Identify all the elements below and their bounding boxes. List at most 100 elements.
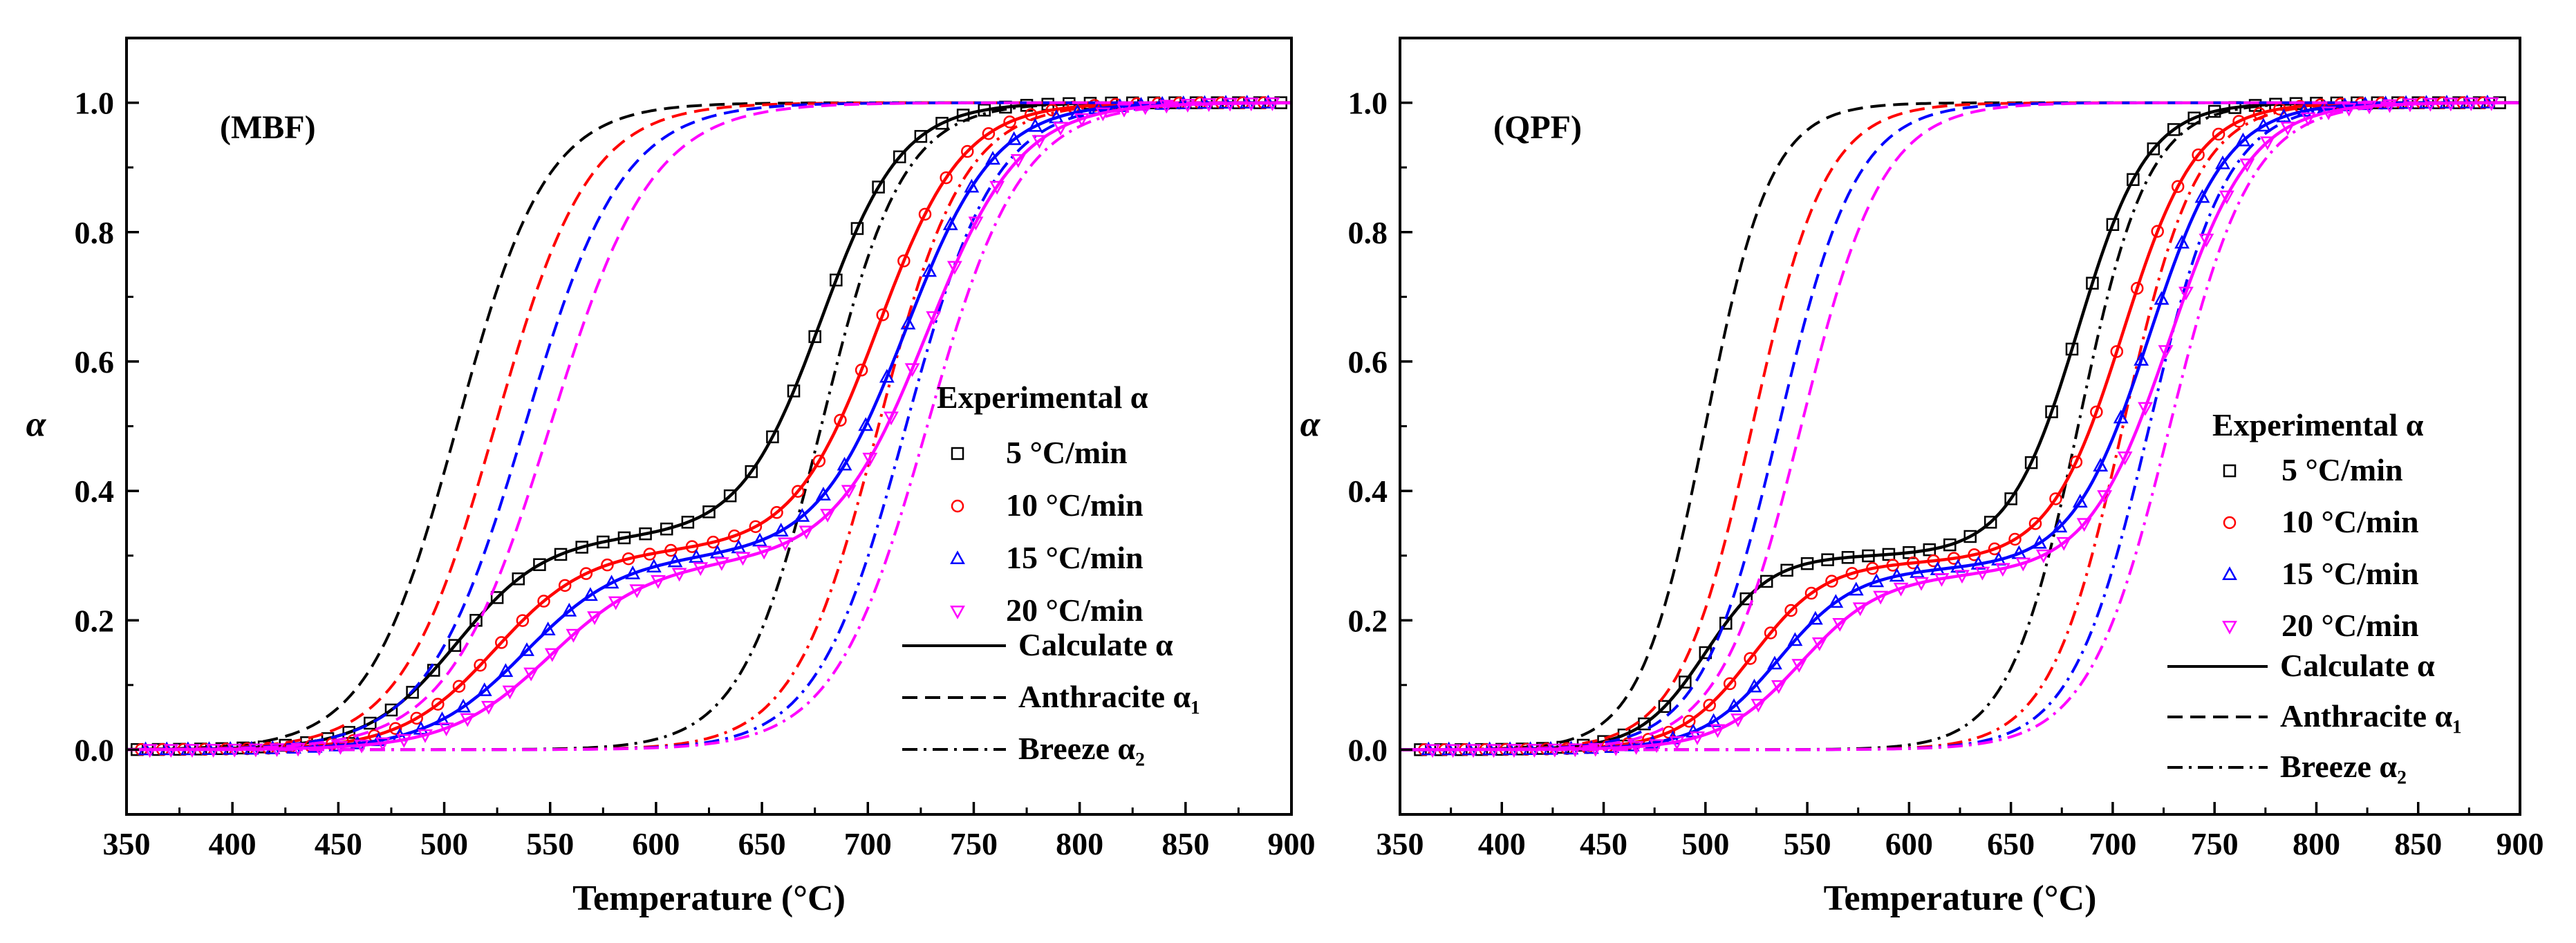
data-point-0 bbox=[364, 716, 377, 730]
x-tick-label: 700 bbox=[844, 826, 892, 861]
data-point-0 bbox=[1739, 592, 1753, 606]
data-point-0 bbox=[1963, 530, 1977, 543]
data-point-1 bbox=[1703, 698, 1716, 712]
data-point-2 bbox=[2194, 189, 2210, 203]
x-tick-label: 550 bbox=[526, 826, 574, 861]
data-point-3 bbox=[2463, 97, 2479, 111]
x-tick-label: 600 bbox=[632, 826, 680, 861]
data-point-3 bbox=[693, 562, 709, 577]
data-point-0 bbox=[787, 384, 801, 398]
data-point-2 bbox=[498, 663, 514, 678]
x-tick-label: 400 bbox=[1478, 826, 1526, 861]
data-point-1 bbox=[389, 722, 402, 736]
data-point-3 bbox=[1222, 97, 1238, 112]
data-point-0 bbox=[1984, 516, 1997, 529]
data-point-3 bbox=[587, 611, 602, 626]
y-tick-label: 0.0 bbox=[1348, 732, 1388, 767]
data-point-0 bbox=[830, 273, 843, 287]
legend-line-label: Calculate α bbox=[1018, 627, 1173, 662]
data-point-0 bbox=[745, 465, 758, 478]
data-point-0 bbox=[2045, 405, 2058, 418]
data-point-1 bbox=[855, 364, 868, 377]
data-point-3 bbox=[2199, 234, 2214, 248]
data-point-1 bbox=[1907, 556, 1920, 570]
data-point-1 bbox=[1683, 715, 1696, 728]
data-point-3 bbox=[1710, 724, 1726, 738]
data-point-1 bbox=[685, 540, 699, 553]
data-point-3 bbox=[2239, 158, 2255, 173]
data-point-0 bbox=[1923, 543, 1936, 557]
x-tick-label: 750 bbox=[2191, 826, 2239, 861]
legend-entry-label: 5 °C/min bbox=[1006, 435, 1128, 470]
data-point-3 bbox=[1791, 659, 1807, 673]
data-point-3 bbox=[2097, 490, 2113, 504]
data-point-1 bbox=[1968, 548, 1981, 561]
data-point-2 bbox=[2072, 494, 2088, 508]
data-point-3 bbox=[1425, 744, 1441, 758]
legend-entry-label: 15 °C/min bbox=[1006, 540, 1144, 575]
x-tick-label: 350 bbox=[103, 826, 151, 861]
data-point-3 bbox=[480, 700, 496, 715]
data-point-3 bbox=[2362, 100, 2377, 115]
data-point-0 bbox=[808, 330, 821, 344]
data-point-3 bbox=[651, 575, 666, 589]
data-point-3 bbox=[735, 552, 751, 566]
legend-entry-label: 20 °C/min bbox=[2281, 608, 2419, 643]
data-point-3 bbox=[1608, 742, 1624, 756]
data-point-2 bbox=[646, 559, 662, 572]
data-point-0 bbox=[2106, 218, 2120, 232]
y-tick-label: 0.4 bbox=[75, 474, 115, 509]
legend-marker bbox=[2223, 516, 2237, 530]
data-point-3 bbox=[523, 667, 539, 682]
data-point-0 bbox=[723, 489, 737, 503]
data-point-3 bbox=[713, 557, 729, 571]
data-point-1 bbox=[961, 144, 974, 158]
data-point-1 bbox=[2090, 405, 2103, 419]
data-point-0 bbox=[448, 639, 462, 652]
data-point-3 bbox=[1811, 637, 1827, 651]
data-point-2 bbox=[964, 178, 980, 193]
legend-line-label: Anthracite α₁ bbox=[1018, 679, 1200, 714]
data-point-1 bbox=[1003, 115, 1016, 129]
data-point-2 bbox=[350, 735, 365, 749]
data-point-3 bbox=[460, 713, 476, 727]
x-tick-label: 550 bbox=[1784, 826, 1831, 861]
y-axis-label: α bbox=[1300, 405, 1321, 445]
data-point-1 bbox=[812, 454, 826, 468]
data-point-3 bbox=[2178, 286, 2194, 301]
data-point-1 bbox=[791, 485, 805, 498]
legend-entry-label: 20 °C/min bbox=[1006, 592, 1144, 628]
x-tick-label: 500 bbox=[1681, 826, 1729, 861]
x-tick-label: 400 bbox=[209, 826, 256, 861]
data-point-3 bbox=[2382, 99, 2398, 113]
data-point-3 bbox=[2321, 106, 2337, 120]
data-point-1 bbox=[558, 579, 572, 592]
data-point-0 bbox=[384, 703, 398, 717]
data-point-2 bbox=[816, 487, 831, 501]
data-point-0 bbox=[639, 527, 652, 541]
data-point-3 bbox=[2423, 97, 2438, 112]
data-point-3 bbox=[1975, 566, 1990, 581]
data-point-0 bbox=[766, 430, 779, 444]
legend-marker bbox=[2222, 566, 2237, 581]
data-point-1 bbox=[664, 543, 678, 557]
data-point-0 bbox=[533, 558, 546, 571]
x-tick-label: 350 bbox=[1376, 826, 1424, 861]
data-point-3 bbox=[1954, 570, 1970, 584]
data-point-1 bbox=[1947, 552, 1961, 565]
data-point-0 bbox=[575, 541, 588, 554]
data-point-3 bbox=[1934, 572, 1950, 587]
data-point-3 bbox=[1486, 744, 1502, 758]
data-point-2 bbox=[2235, 132, 2251, 147]
data-point-1 bbox=[1886, 559, 1900, 572]
data-point-3 bbox=[904, 363, 920, 377]
data-point-1 bbox=[2192, 148, 2205, 162]
y-tick-label: 0.8 bbox=[1348, 215, 1388, 250]
data-point-0 bbox=[1638, 717, 1651, 731]
data-point-0 bbox=[956, 109, 970, 122]
data-point-3 bbox=[862, 452, 878, 467]
data-point-0 bbox=[1821, 553, 1834, 566]
data-point-2 bbox=[625, 566, 641, 579]
data-point-3 bbox=[2076, 518, 2092, 532]
